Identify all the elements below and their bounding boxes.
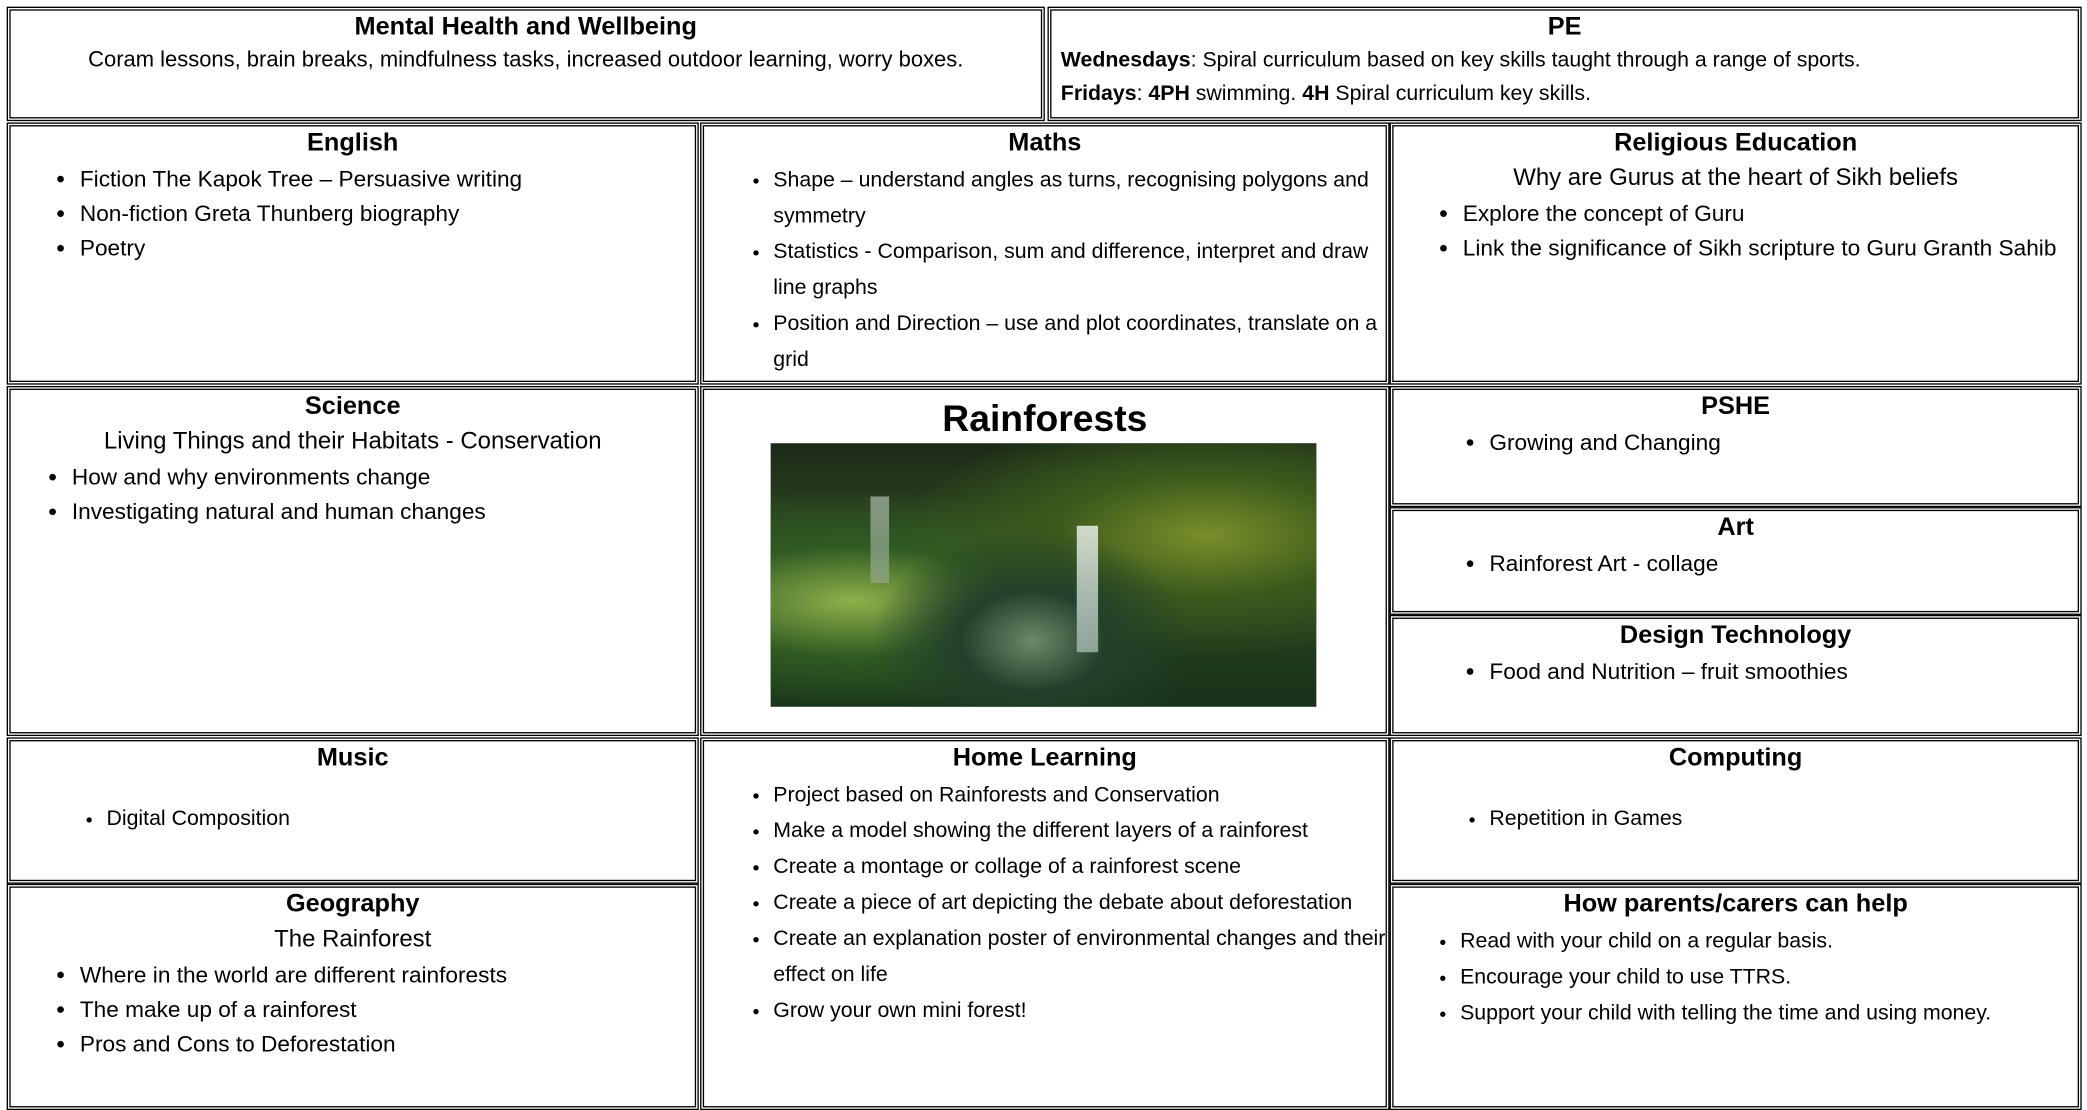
list-item: Create an explanation poster of environm…: [773, 921, 1385, 993]
bullet-list: Food and Nutrition – fruit smoothies: [1394, 655, 2078, 690]
list-item: Pros and Cons to Deforestation: [80, 1028, 695, 1063]
bullet-list: Read with your child on a regular basis.…: [1394, 924, 2078, 1032]
bullet-list: Fiction The Kapok Tree – Persuasive writ…: [11, 162, 695, 266]
list-item: Read with your child on a regular basis.: [1460, 924, 2078, 960]
section-title: PE: [1547, 13, 1582, 42]
section-title: Rainforests: [942, 397, 1148, 440]
bullet-list: Growing and Changing: [1394, 426, 2078, 461]
list-item: Create a piece of art depicting the deba…: [773, 885, 1385, 921]
text-run: 4PH: [1148, 82, 1190, 106]
text-run: : Spiral curriculum based on key skills …: [1190, 49, 1861, 72]
list-item: Grow your own mini forest!: [773, 993, 1385, 1029]
home-learning-cell: Home Learning Project based on Rainforest…: [700, 737, 1390, 1110]
section-subtitle: Living Things and their Habitats - Conse…: [103, 427, 602, 454]
bullet-list: Project based on Rainforests and Conserv…: [704, 777, 1385, 1029]
computing-cell: Computing Repetition in Games: [1389, 737, 2082, 884]
list-item: Growing and Changing: [1489, 426, 2077, 461]
section-title: How parents/carers can help: [1563, 890, 1908, 919]
english-cell: English Fiction The Kapok Tree – Persuasi…: [6, 122, 699, 385]
section-subtitle: Why are Gurus at the heart of Sikh belie…: [1513, 163, 1959, 191]
art-cell: Art Rainforest Art - collage: [1389, 507, 2082, 615]
section-title: English: [307, 129, 399, 158]
section-title: Home Learning: [952, 744, 1137, 772]
section-title: Maths: [1008, 129, 1082, 158]
text-run: Fridays: [1060, 82, 1137, 106]
list-item: Make a model showing the different layer…: [773, 813, 1385, 849]
section-title: Design Technology: [1619, 621, 1852, 650]
text-line: Fridays: 4PH swimming. 4H Spiral curricu…: [1051, 77, 2077, 110]
section-title: Music: [316, 744, 389, 772]
geography-cell: Geography The Rainforest Where in the worl…: [6, 883, 699, 1110]
section-title: Computing: [1668, 744, 1803, 772]
section-subtitle: The Rainforest: [274, 925, 432, 952]
bullet-list: Digital Composition: [11, 801, 695, 837]
text-run: Spiral curriculum key skills.: [1329, 82, 1591, 106]
maths-cell: Maths Shape – understand angles as turns,…: [700, 122, 1390, 385]
list-item: Digital Composition: [106, 801, 694, 837]
bullet-list: How and why environments changeInvestiga…: [11, 461, 695, 530]
list-item: Encourage your child to use TTRS.: [1460, 960, 2078, 996]
list-item: Shape – understand angles as turns, reco…: [773, 162, 1385, 234]
rainforest-image: [770, 443, 1317, 707]
science-cell: Science Living Things and their Habitats …: [6, 385, 699, 737]
text-line: Wednesdays: Spiral curriculum based on k…: [1051, 44, 2077, 77]
section-title: Art: [1717, 513, 1754, 542]
bullet-list: Explore the concept of GuruLink the sign…: [1394, 197, 2078, 266]
list-item: Project based on Rainforests and Conserv…: [773, 777, 1385, 813]
list-item: Repetition in Games: [1489, 801, 2077, 837]
list-item: How and why environments change: [72, 461, 695, 496]
bullet-list: Where in the world are different rainfor…: [11, 958, 695, 1062]
text-run: swimming.: [1189, 82, 1303, 106]
topic-cell: Rainforests: [700, 385, 1390, 737]
list-item: Link the significance of Sikh scripture …: [1463, 232, 2078, 267]
list-item: Create a montage or collage of a rainfor…: [773, 849, 1385, 885]
list-item: Explore the concept of Guru: [1463, 197, 2078, 232]
section-title: PSHE: [1701, 392, 1771, 421]
section-title: Geography: [285, 890, 420, 919]
section-title: Mental Health and Wellbeing: [354, 13, 697, 42]
text-run: Wednesdays: [1060, 49, 1191, 72]
list-item: Support your child with telling the time…: [1460, 996, 2078, 1032]
music-cell: Music Digital Composition: [6, 737, 699, 884]
list-item: Non-fiction Greta Thunberg biography: [80, 197, 695, 232]
section-text: Coram lessons, brain breaks, mindfulness…: [88, 47, 964, 72]
text-run: 4H: [1302, 82, 1330, 106]
parents-cell: How parents/carers can help Read with you…: [1389, 883, 2082, 1110]
bullet-list: Repetition in Games: [1394, 801, 2078, 837]
list-item: Rainforest Art - collage: [1489, 547, 2077, 582]
section-title: Science: [304, 392, 401, 421]
list-item: Poetry: [80, 232, 695, 267]
section-title: Religious Education: [1614, 129, 1858, 158]
list-item: Position and Direction – use and plot co…: [773, 306, 1385, 378]
list-item: Where in the world are different rainfor…: [80, 958, 695, 993]
dt-cell: Design Technology Food and Nutrition – fr…: [1389, 614, 2082, 737]
mental-health-cell: Mental Health and Wellbeing Coram lessons…: [6, 6, 1045, 122]
list-item: Statistics - Comparison, sum and differe…: [773, 234, 1385, 306]
text-run: :: [1136, 82, 1149, 106]
pe-cell: PE Wednesdays: Spiral curriculum based on…: [1047, 6, 2082, 122]
bullet-list: Shape – understand angles as turns, reco…: [704, 162, 1385, 378]
list-item: Food and Nutrition – fruit smoothies: [1489, 655, 2077, 690]
list-item: Investigating natural and human changes: [72, 495, 695, 530]
list-item: The make up of a rainforest: [80, 993, 695, 1028]
pshe-cell: PSHE Growing and Changing: [1389, 385, 2082, 508]
bullet-list: Rainforest Art - collage: [1394, 547, 2078, 582]
list-item: Fiction The Kapok Tree – Persuasive writ…: [80, 162, 695, 197]
re-cell: Religious Education Why are Gurus at the …: [1389, 122, 2082, 385]
